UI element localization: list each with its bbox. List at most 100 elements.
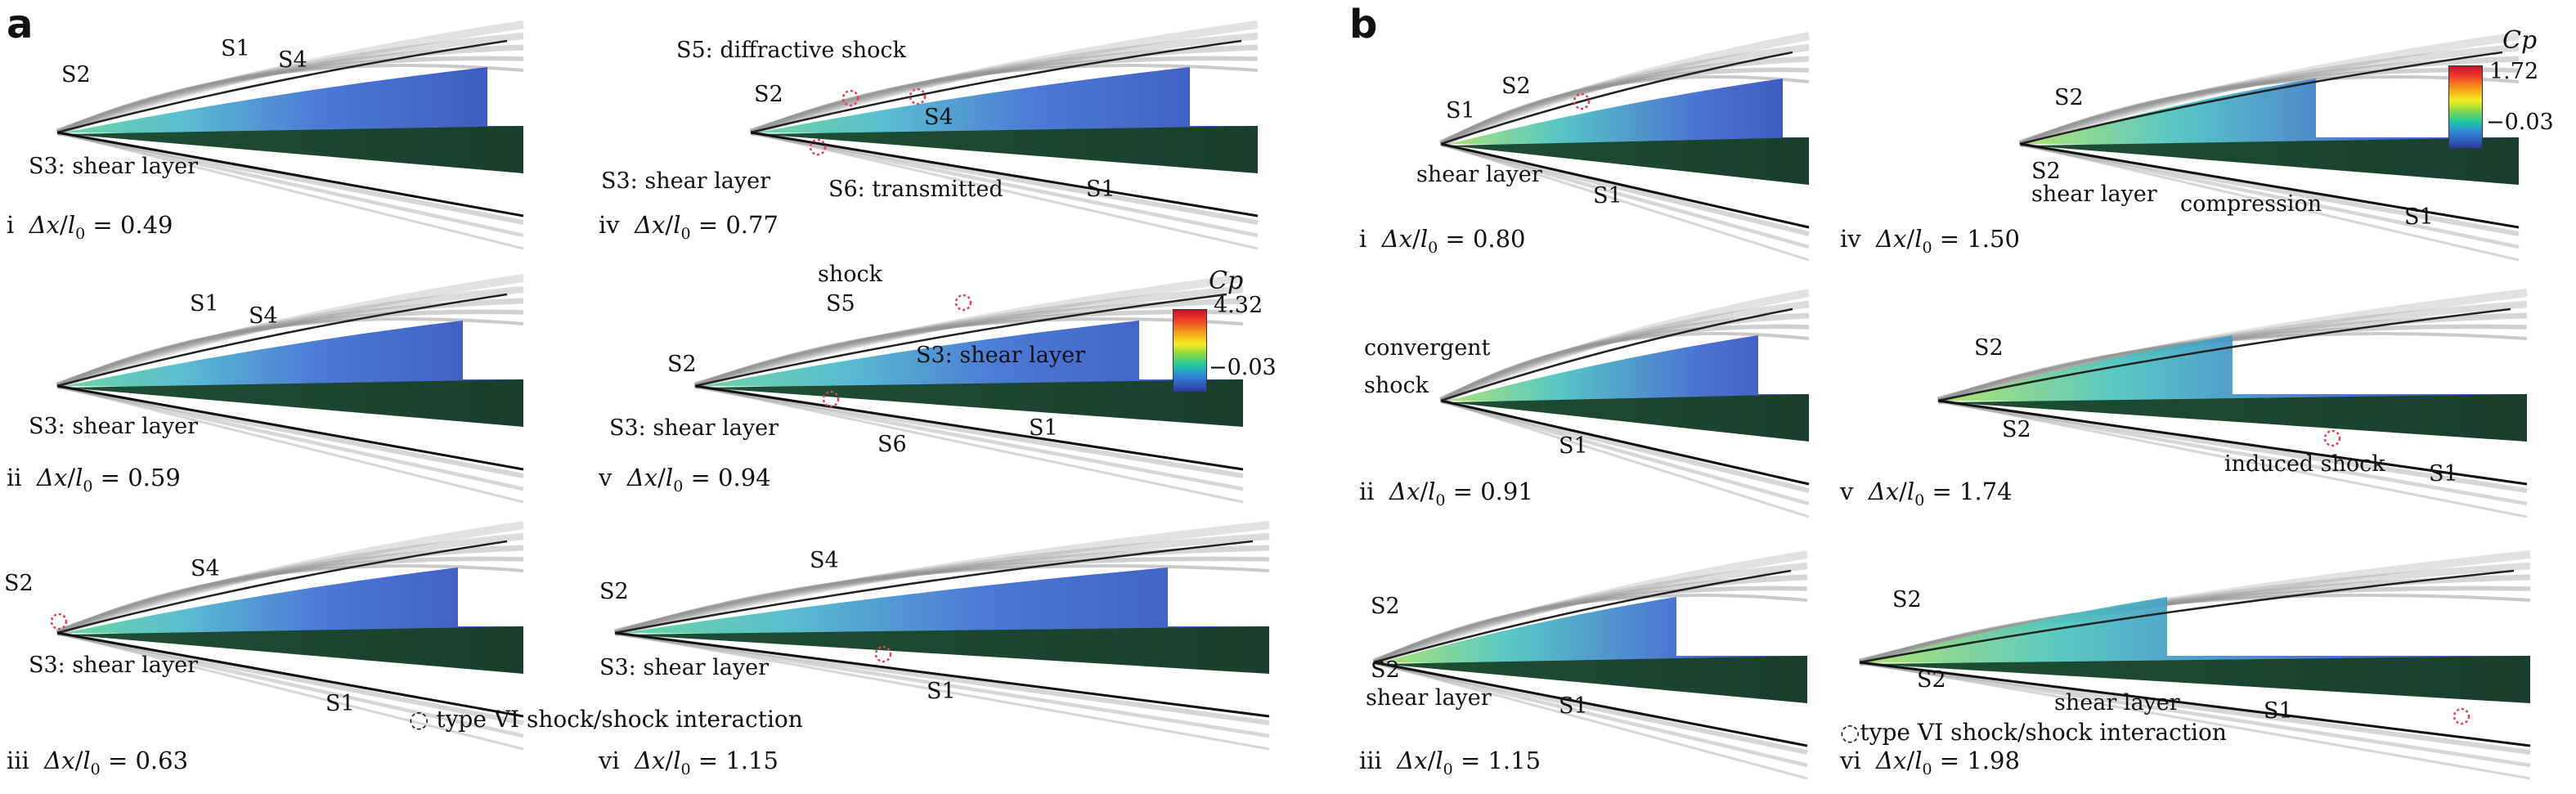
label-a-iv-s4: S4 [924,105,954,130]
footnote-b: ◌type VI shock/shock interaction [1840,719,2227,746]
colorbar-a-min: −0.03 [1209,355,1277,380]
shock-line-a-vi [614,540,1254,635]
body-line-b-i [1440,142,1810,229]
shock-line-a-iii [56,540,508,635]
panel-letter-b: b [1349,2,1378,47]
shock-band-b-iii-1 [1372,562,1808,666]
label-b-vi-s2-top: S2 [1892,587,1922,612]
label-a-ii-s1: S1 [190,291,219,316]
label-b-vi-shear: shear layer [2054,690,2180,715]
shock-line-a-i [56,39,508,134]
shock-band-a-iv-1 [749,32,1259,137]
label-b-iv-s2: S2 [2031,159,2061,184]
shock-band-a-ii-4 [56,317,524,388]
shock-band-a-iii-1 [56,532,524,636]
cp-field-a-i [65,67,523,137]
shock-band-b-iii-4 [1373,594,1808,664]
label-a-i-s2: S2 [61,62,91,87]
shock-band-b-ii-2 [1439,312,1810,404]
label-b-i-s1-bottom: S1 [1593,183,1622,209]
body-line-b-ii [1440,399,1810,486]
lower-shock-b-v-2 [1937,399,2528,518]
shock-band-a-iii-2 [56,545,524,636]
label-a-i-s4: S4 [278,47,307,73]
shock-band-a-iii-3 [56,556,524,635]
shock-band-a-i-2 [56,44,524,136]
label-b-iv-s2-top: S2 [2054,85,2084,110]
shock-band-b-i-4 [1440,75,1810,146]
shock-band-a-vi-3 [614,556,1270,635]
label-b-v-s2-top: S2 [1974,335,2004,361]
colorbar-b-title: Cp [2502,26,2538,55]
caption-b-v: v Δx/l0 = 1.74 [1840,478,2013,509]
lower-shock-b-iv-2 [2019,142,2520,262]
caption-b-ii: ii Δx/l0 = 0.91 [1359,478,1533,509]
shock-band-b-ii-1 [1439,300,1810,404]
colorbar-b [2448,65,2483,149]
lower-field-b-i [1449,137,1809,185]
interaction-marker-a-iv-1 [909,87,927,105]
lower-shock-a-iv-1 [750,130,1259,238]
lower-shock-b-vi-1 [1859,660,2531,768]
label-b-iv-compression: compression [2180,191,2322,217]
shock-band-a-iii-0 [56,521,524,637]
lower-field-b-ii [1449,394,1809,442]
shock-band-b-i-0 [1438,32,1810,148]
interaction-marker-a-iv-2 [809,138,827,156]
caption-b-iv: iv Δx/l0 = 1.50 [1840,225,2020,257]
shock-line-a-iv [750,39,1242,134]
body-line-a-iii [56,631,524,718]
body-line-a-i [56,131,524,218]
lower-shock-b-ii-1 [1440,398,1810,506]
colorbar-b-min: −0.03 [2486,110,2554,135]
shock-line-b-i [1440,51,1793,146]
label-a-iv-s2: S2 [754,82,783,107]
label-a-iv-s1: S1 [1086,177,1115,202]
label-a-vi-s2: S2 [599,579,629,604]
body-line-a-ii [56,384,524,471]
shock-band-b-i-2 [1439,56,1810,147]
shock-band-a-vi-0 [613,521,1270,637]
label-a-v-s6: S6 [877,432,907,457]
shock-band-b-ii-0 [1438,289,1810,405]
label-a-vi-s4: S4 [810,548,839,573]
shock-band-b-i-3 [1439,67,1810,146]
body-line-b-vi [1859,661,2531,747]
lower-shock-a-ii-2 [56,384,524,504]
body-line-a-iv [750,131,1259,218]
lower-shock-a-v-2 [694,384,1244,504]
label-a-iv-s3: S3: shear layer [601,168,771,194]
lower-field-b-iv [2028,137,2519,185]
shock-band-a-v-0 [693,274,1244,390]
label-b-ii-shock: shock [1364,373,1429,398]
interaction-marker-b-vi-0 [2453,707,2471,725]
label-a-v-s2: S2 [667,352,697,377]
label-b-i-shear: shear layer [1416,162,1542,187]
lower-field-a-vi [623,626,1269,674]
label-b-iii-shear: shear layer [1366,685,1492,711]
shock-band-a-iv-4 [750,64,1259,134]
shock-band-b-iii-2 [1372,574,1808,666]
body-line-a-vi [614,631,1270,718]
shock-band-b-iv-0 [2018,32,2520,148]
body-line-b-iv [2019,142,2520,229]
lower-shock-a-v-1 [694,384,1244,491]
cp-field-a-vi [623,567,1269,638]
shock-band-a-i-4 [56,64,524,134]
label-b-i-s1: S1 [1446,98,1475,123]
label-a-v-s5: S5 [826,291,855,316]
label-b-i-s2: S2 [1501,74,1531,99]
body-line-b-v [1937,399,2528,486]
interaction-marker-b-v-0 [2323,429,2341,447]
label-a-i-s3: S3: shear layer [29,154,199,179]
lower-shock-b-iii-1 [1373,660,1808,768]
caption-b-i: i Δx/l0 = 0.80 [1359,225,1526,257]
shock-line-b-ii [1440,307,1793,402]
lower-shock-b-v-1 [1937,398,2528,506]
label-a-iii-s4: S4 [191,556,220,581]
shock-band-b-iv-1 [2018,43,2520,148]
cp-field-b-ii [1449,335,1809,406]
lower-shock-a-i-2 [56,131,524,250]
